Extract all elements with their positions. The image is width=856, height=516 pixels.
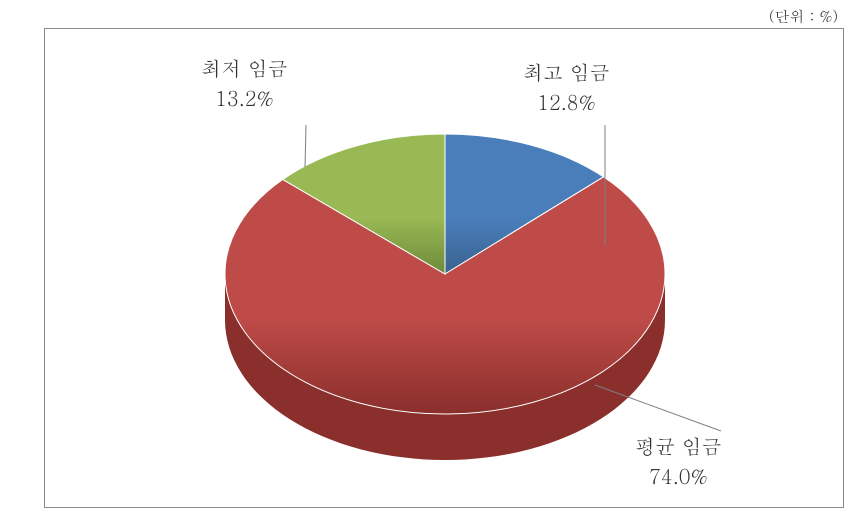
slice-callout: 최저 임금13.2%	[201, 53, 288, 113]
slice-name: 최고 임금	[523, 57, 610, 87]
slice-value: 13.2%	[201, 83, 288, 113]
pie-svg	[45, 29, 845, 509]
unit-label: (단위 : %)	[769, 6, 838, 27]
pie-chart	[45, 29, 843, 507]
chart-frame: 최고 임금12.8% 평균 임금74.0% 최저 임금13.2%	[44, 28, 844, 508]
slice-value: 12.8%	[523, 87, 610, 117]
slice-value: 74.0%	[635, 461, 722, 491]
slice-callout: 최고 임금12.8%	[523, 57, 610, 117]
leader-line	[305, 125, 306, 167]
slice-callout: 평균 임금74.0%	[635, 431, 722, 491]
slice-name: 평균 임금	[635, 431, 722, 461]
slice-name: 최저 임금	[201, 53, 288, 83]
